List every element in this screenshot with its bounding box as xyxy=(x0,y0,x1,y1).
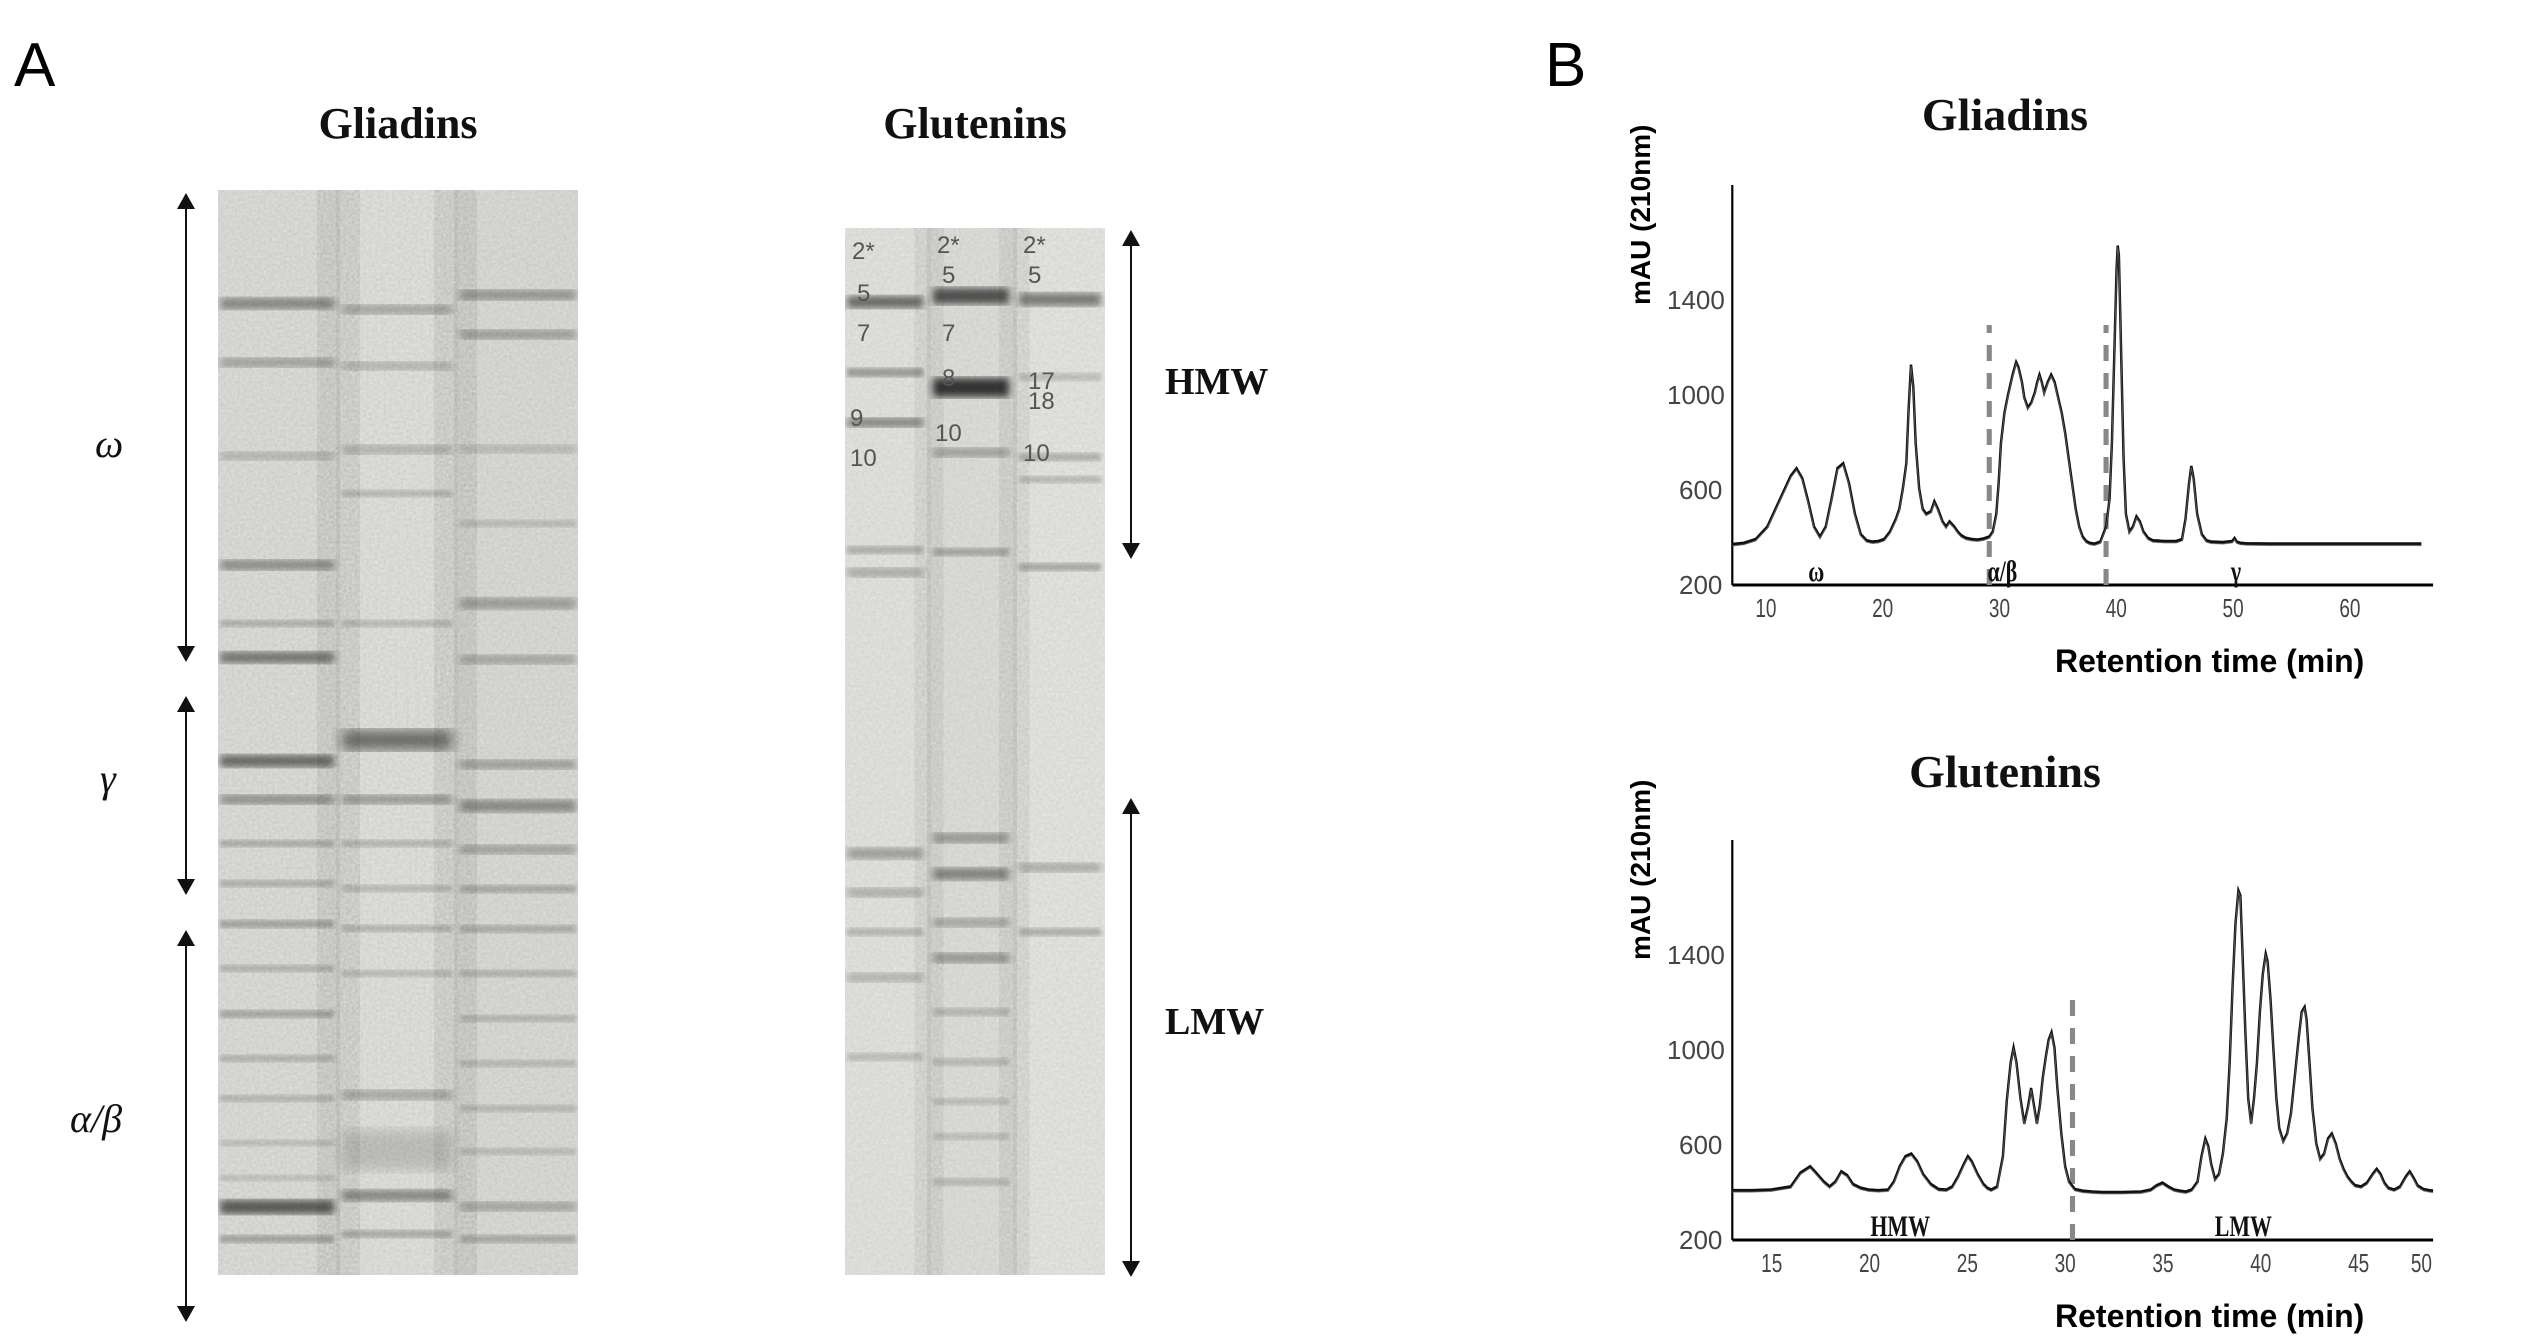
svg-text:LMW: LMW xyxy=(2215,1210,2272,1243)
svg-text:25: 25 xyxy=(1957,1248,1978,1278)
svg-text:45: 45 xyxy=(2348,1248,2369,1278)
svg-text:35: 35 xyxy=(2152,1248,2173,1278)
svg-text:50: 50 xyxy=(2223,593,2244,623)
svg-text:HMW: HMW xyxy=(1870,1210,1930,1243)
svg-text:20: 20 xyxy=(1859,1248,1880,1278)
svg-text:20: 20 xyxy=(1872,593,1893,623)
svg-text:40: 40 xyxy=(2106,593,2127,623)
svg-text:60: 60 xyxy=(2339,593,2360,623)
svg-text:50: 50 xyxy=(2411,1248,2432,1278)
svg-text:30: 30 xyxy=(1989,593,2010,623)
svg-text:40: 40 xyxy=(2250,1248,2271,1278)
svg-text:15: 15 xyxy=(1761,1248,1782,1278)
svg-text:30: 30 xyxy=(2055,1248,2076,1278)
svg-text:γ: γ xyxy=(2230,555,2241,588)
svg-text:ω: ω xyxy=(1808,555,1824,588)
svg-text:10: 10 xyxy=(1755,593,1776,623)
svg-text:α/β: α/β xyxy=(1987,555,2017,588)
